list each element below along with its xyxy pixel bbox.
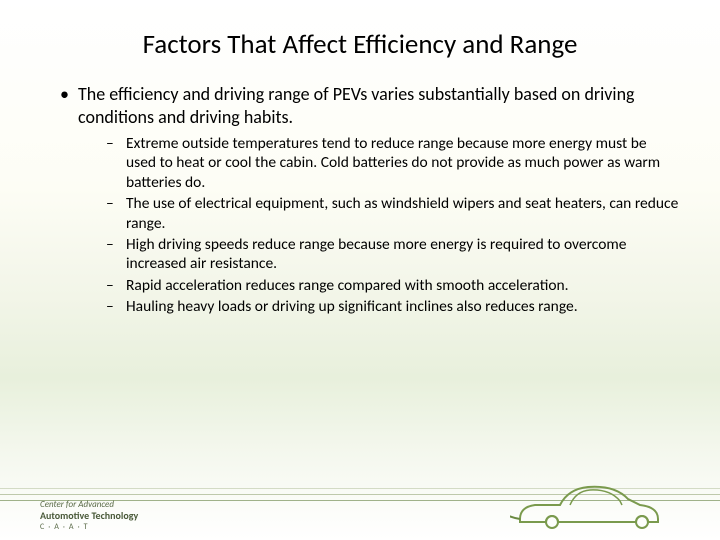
slide-container: Factors That Affect Efficiency and Range… <box>0 0 720 540</box>
slide-footer: Center for Advanced Automotive Technolog… <box>0 470 720 540</box>
slide-title: Factors That Affect Efficiency and Range <box>40 28 680 61</box>
main-bullet-list: The efficiency and driving range of PEVs… <box>40 83 680 316</box>
sub-bullet-item: The use of electrical equipment, such as… <box>106 194 680 233</box>
sub-bullet-item: Extreme outside temperatures tend to red… <box>106 134 680 192</box>
ev-car-icon <box>510 477 670 532</box>
logo-line-3: C·A·A·T <box>40 523 138 532</box>
sub-bullet-item: Rapid acceleration reduces range compare… <box>106 276 680 295</box>
sub-bullet-item: Hauling heavy loads or driving up signif… <box>106 297 680 316</box>
logo-line-2: Automotive Technology <box>40 510 138 521</box>
main-bullet-item: The efficiency and driving range of PEVs… <box>60 83 680 316</box>
sub-bullet-item: High driving speeds reduce range because… <box>106 235 680 274</box>
caat-logo: Center for Advanced Automotive Technolog… <box>40 500 138 532</box>
main-bullet-text: The efficiency and driving range of PEVs… <box>78 83 635 128</box>
sub-bullet-list: Extreme outside temperatures tend to red… <box>78 134 680 316</box>
